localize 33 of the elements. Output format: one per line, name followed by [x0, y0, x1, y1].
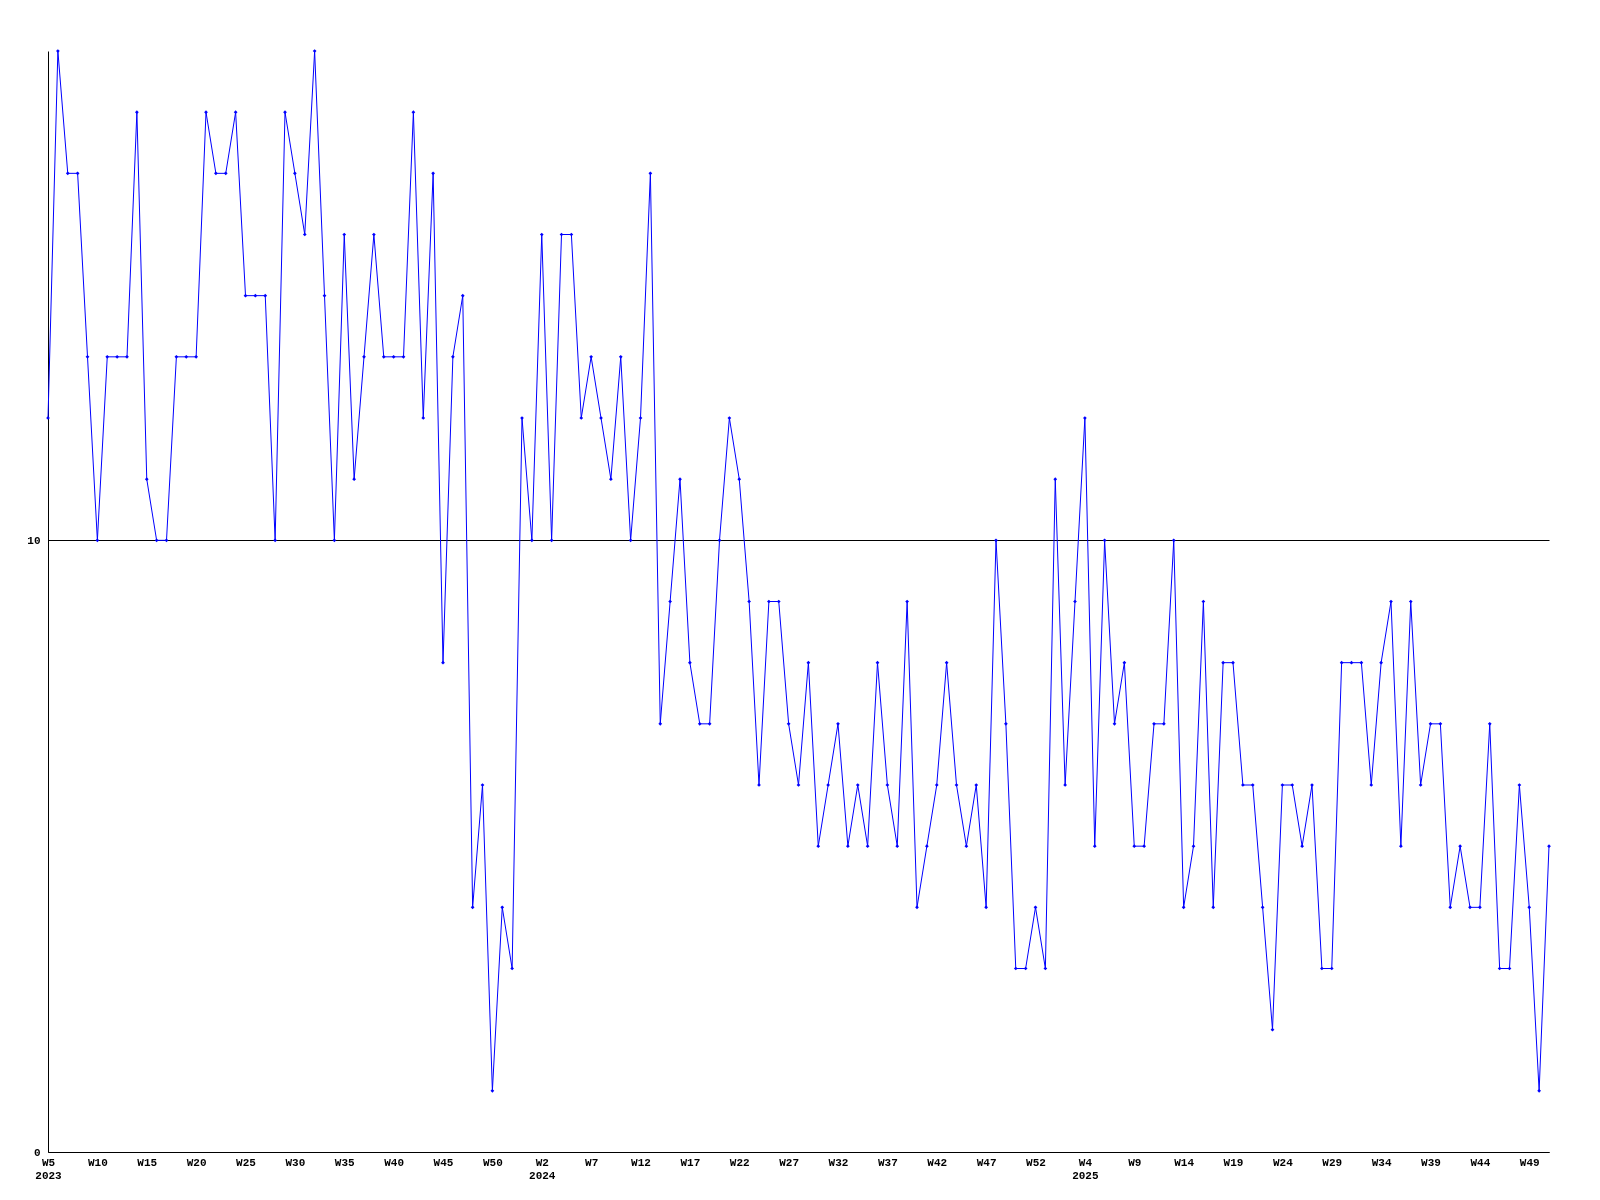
- y-tick-label: 10: [27, 534, 41, 547]
- x-tick-label: W45: [433, 1156, 454, 1169]
- y-tick-label: 0: [33, 1146, 41, 1159]
- x-tick-label: W5 2023: [35, 1156, 63, 1182]
- x-tick-label: W2 2024: [529, 1156, 556, 1182]
- x-tick-label: W20: [186, 1156, 207, 1169]
- x-tick-label: W34: [1371, 1156, 1392, 1169]
- x-tick-label: W24: [1272, 1156, 1294, 1169]
- x-tick-label: W19: [1223, 1156, 1244, 1169]
- x-tick-label: W39: [1421, 1156, 1441, 1169]
- x-tick-label: W12: [631, 1156, 651, 1169]
- x-tick-label: W29: [1322, 1156, 1343, 1169]
- x-tick-label: W4 2025: [1072, 1156, 1099, 1182]
- x-tick-label: W10: [87, 1156, 108, 1169]
- x-tick-label: W9: [1128, 1156, 1142, 1169]
- x-tick-label: W42: [927, 1156, 948, 1169]
- x-tick-label: W52: [1026, 1156, 1046, 1169]
- x-tick-label: W7: [585, 1156, 599, 1169]
- x-tick-label: W17: [680, 1156, 701, 1169]
- x-tick-label: W25: [236, 1156, 257, 1169]
- x-tick-label: W30: [285, 1156, 306, 1169]
- x-tick-label: W37: [877, 1156, 898, 1169]
- x-tick-label: W44: [1470, 1156, 1491, 1169]
- x-tick-label: W15: [137, 1156, 158, 1169]
- x-tick-label: W35: [334, 1156, 356, 1169]
- x-tick-label: W22: [729, 1156, 750, 1169]
- x-tick-label: W40: [384, 1156, 405, 1169]
- x-tick-label: W27: [779, 1156, 800, 1169]
- x-tick-label: W49: [1519, 1156, 1540, 1169]
- x-tick-label: W50: [482, 1156, 503, 1169]
- x-tick-label: W32: [828, 1156, 849, 1169]
- x-tick-label: W47: [976, 1156, 997, 1169]
- x-tick-label: W14: [1174, 1156, 1195, 1169]
